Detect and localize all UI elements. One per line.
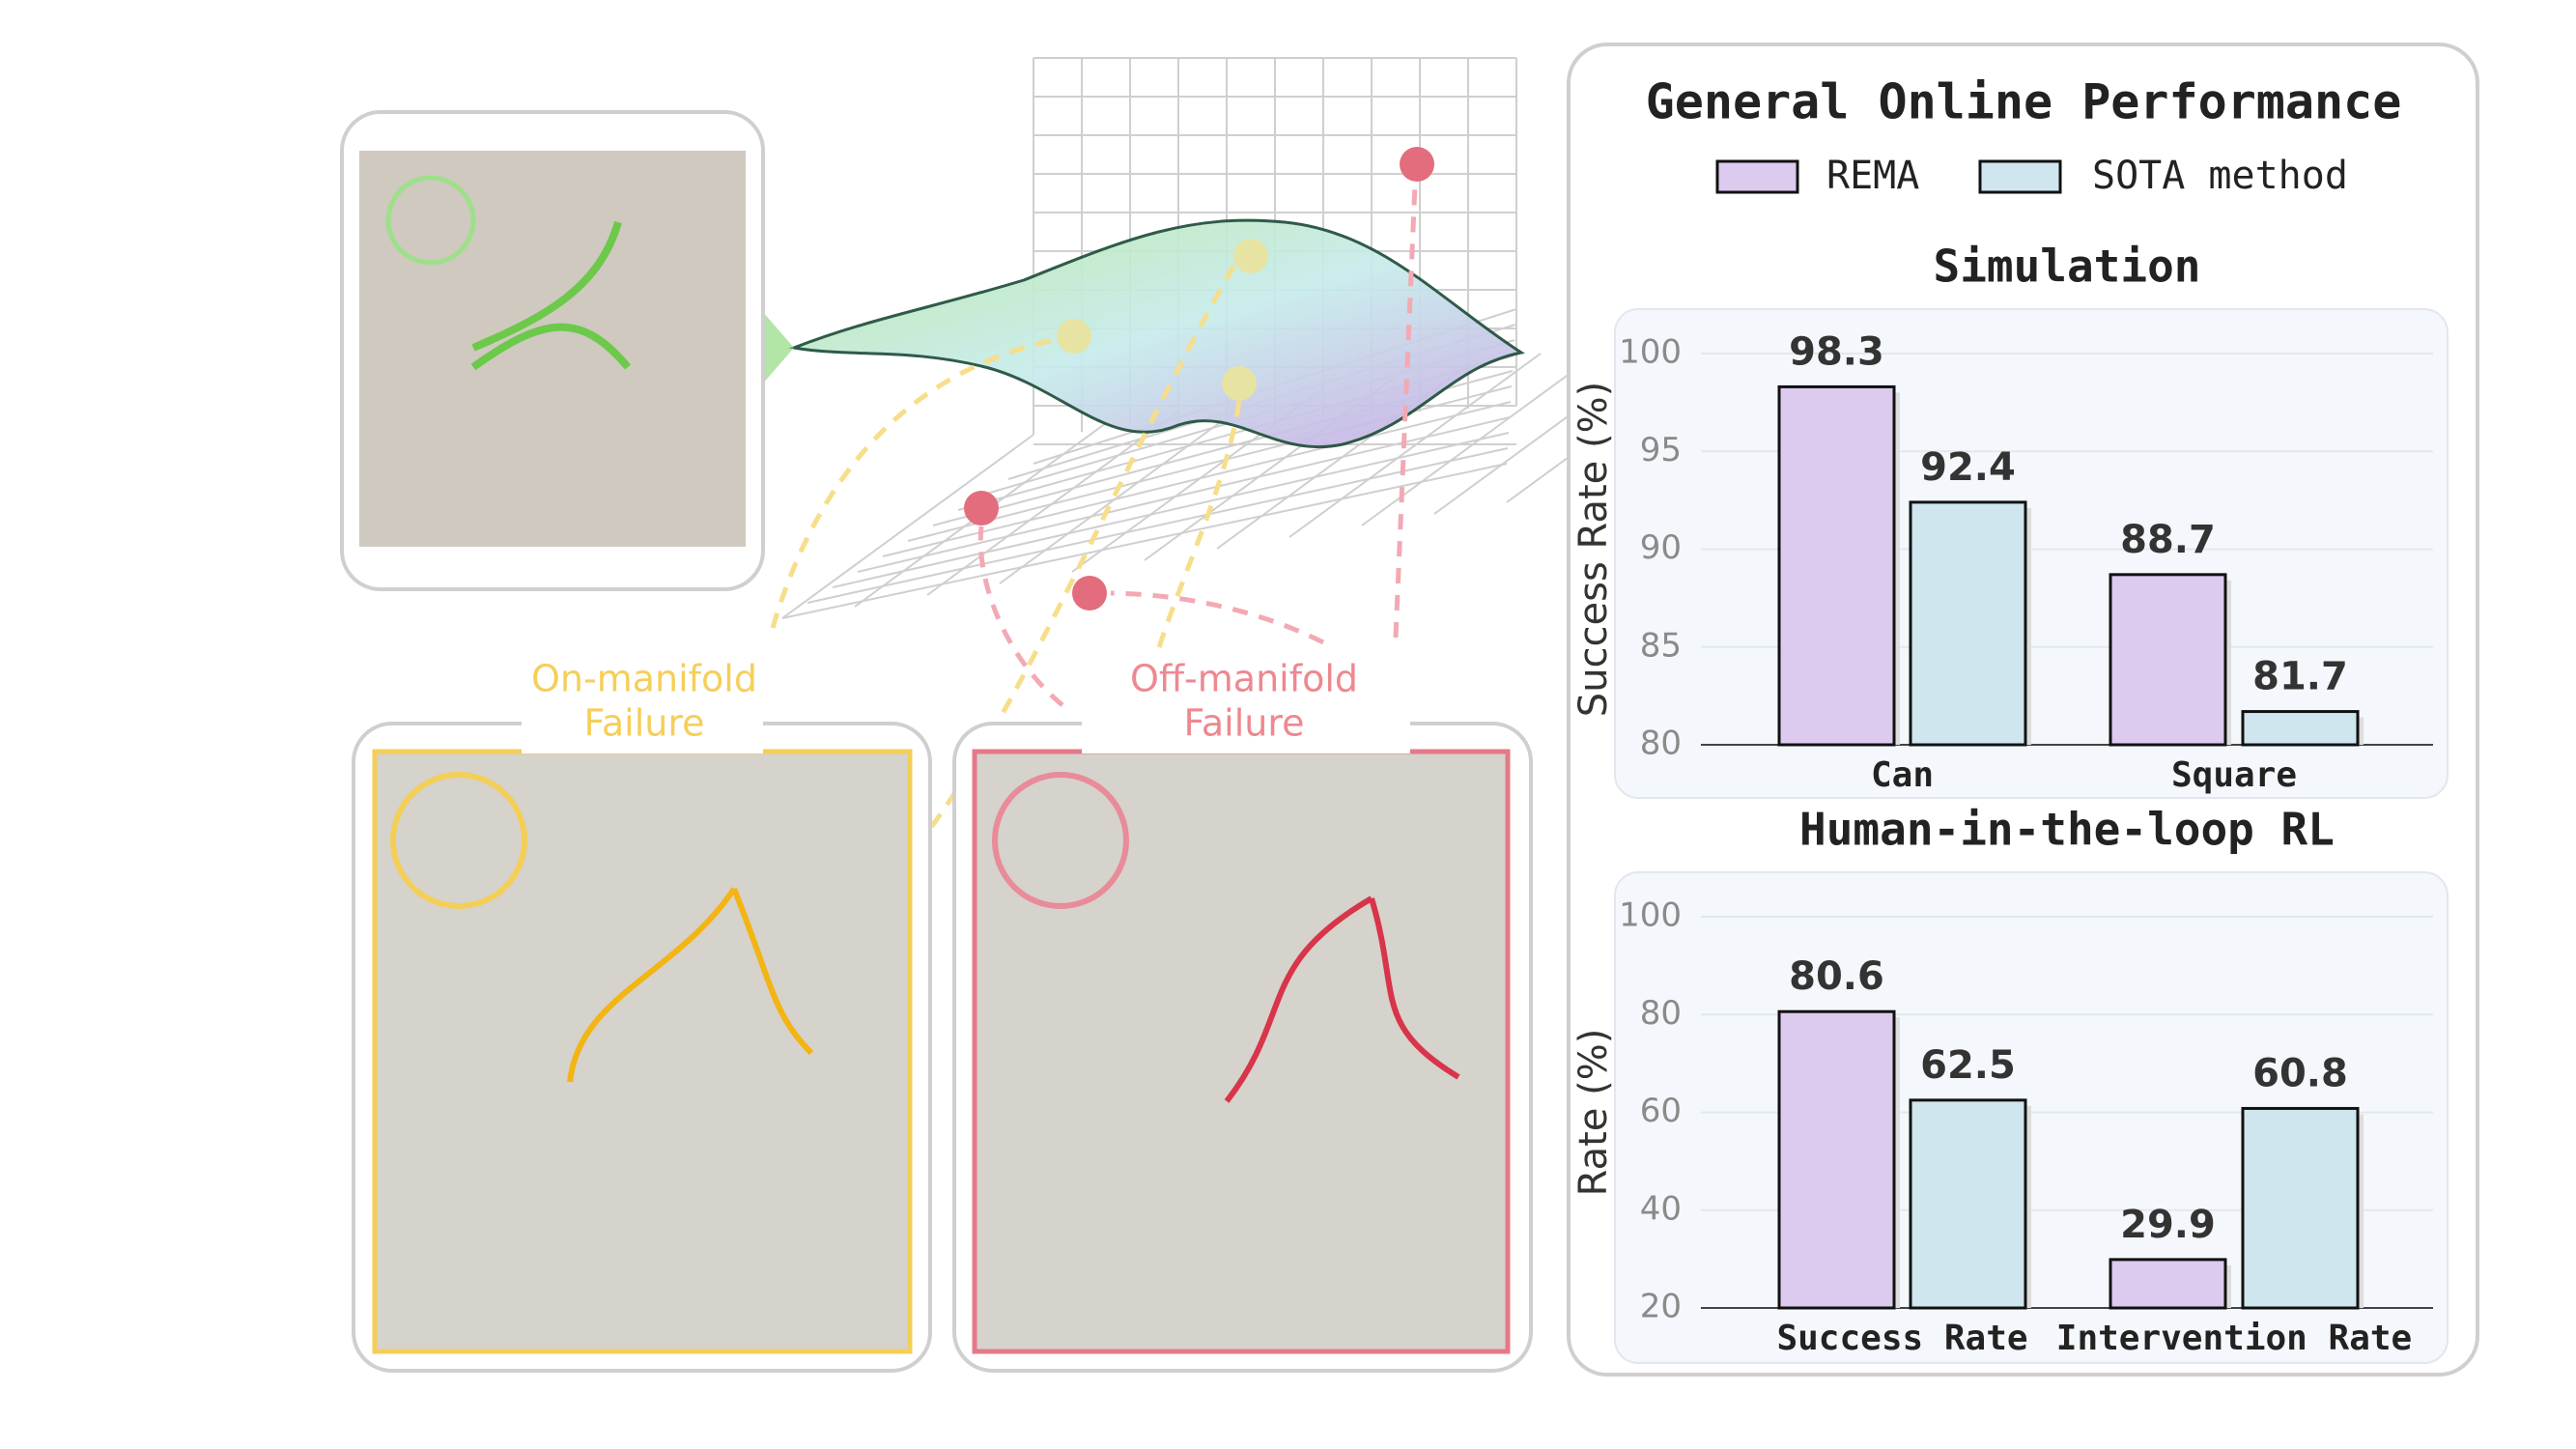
bar	[2241, 1106, 2360, 1310]
x-tick-label: Can	[1871, 755, 1934, 795]
legend-swatch	[1978, 159, 2062, 194]
bar	[1909, 1098, 2027, 1310]
grid-line-3d	[999, 399, 1252, 584]
label-backdrop	[522, 657, 763, 753]
flow-arrows	[1224, 895, 1460, 1103]
panel-title: General Online Performance	[1646, 74, 2402, 130]
bar	[2109, 1258, 2227, 1310]
failure-arrows	[770, 183, 1418, 871]
annotation: Failure	[1183, 702, 1304, 745]
y-tick-label: 95	[1640, 431, 1682, 469]
value-label: 92.4	[1920, 445, 2016, 490]
neutral-face	[390, 772, 527, 909]
photo	[359, 151, 746, 547]
label-backdrop	[1082, 657, 1410, 753]
sad-face	[992, 772, 1129, 909]
legend-label: REMA	[1826, 154, 1919, 198]
photo	[372, 749, 913, 1354]
value-label: 88.7	[2120, 518, 2216, 562]
annotation: Failure	[583, 702, 704, 745]
value-label: 98.3	[1789, 329, 1884, 374]
bar	[1909, 500, 2027, 747]
y-tick-label: 80	[1640, 994, 1682, 1033]
x-tick-label: Square	[2171, 755, 2297, 795]
photo	[972, 749, 1511, 1354]
y-tick-label: 90	[1640, 528, 1682, 567]
y-tick-label: 100	[1619, 333, 1682, 372]
grid-line-3d	[882, 401, 1512, 557]
grid-line-3d	[781, 434, 1034, 619]
y-tick-label: 20	[1640, 1288, 1682, 1326]
y-axis-label: Rate (%)	[1571, 1029, 1616, 1197]
grid-line-3d	[832, 432, 1510, 588]
y-tick-label: 60	[1640, 1092, 1682, 1130]
value-label: 62.5	[1920, 1043, 2016, 1088]
manifold-surface	[788, 218, 1525, 449]
value-label: 81.7	[2252, 655, 2348, 699]
flow-arrows	[567, 887, 814, 1083]
y-axis-label: Success Rate (%)	[1571, 382, 1616, 717]
sample-points	[964, 147, 1434, 611]
flow-arrows	[470, 220, 632, 371]
happy-face	[385, 175, 476, 266]
grid-line-3d	[807, 447, 1509, 604]
grid-line-3d	[857, 416, 1511, 573]
x-tick-label: Success Rate	[1776, 1319, 2027, 1358]
chart-title: Human-in-the-loop RL	[1799, 804, 2335, 856]
y-tick-label: 100	[1619, 896, 1682, 935]
legend-swatch	[1715, 159, 1799, 194]
annotation: On-manifold	[531, 658, 757, 700]
bar	[1777, 1009, 1896, 1310]
bar	[2241, 710, 2360, 747]
chart-title: Simulation	[1934, 241, 2201, 293]
y-tick-label: 80	[1640, 724, 1682, 763]
value-label: 80.6	[1789, 954, 1884, 999]
y-tick-label: 85	[1640, 626, 1682, 665]
grid-line-3d	[781, 463, 1508, 619]
value-label: 60.8	[2252, 1051, 2348, 1095]
bar	[2109, 573, 2227, 747]
annotation: Off-manifold	[1130, 658, 1358, 700]
legend-label: SOTA method	[2092, 154, 2348, 198]
y-tick-label: 40	[1640, 1189, 1682, 1228]
x-tick-label: Intervention Rate	[2056, 1319, 2412, 1358]
value-label: 29.9	[2120, 1203, 2216, 1247]
bar	[1777, 384, 1896, 747]
